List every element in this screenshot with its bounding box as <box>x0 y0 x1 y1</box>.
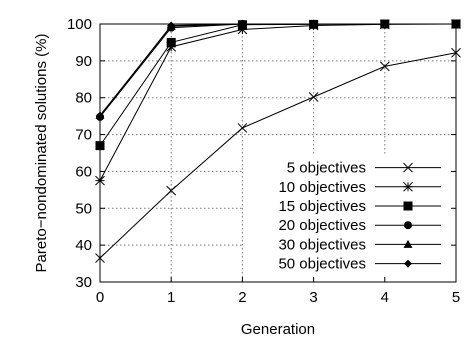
y-tick-label: 60 <box>75 163 92 180</box>
axes: 0 1 2 3 4 5 30 40 50 60 70 80 90 100 <box>67 16 460 306</box>
x-axis-title: Generation <box>241 321 315 338</box>
y-tick-label: 30 <box>75 274 92 291</box>
series-6 <box>96 20 460 121</box>
data-point <box>95 175 105 186</box>
series-5 <box>95 19 461 119</box>
series-4 <box>96 20 460 121</box>
legend-marker <box>403 239 413 248</box>
y-tick-label: 40 <box>75 237 92 254</box>
legend-label: 10 objectives <box>278 179 366 196</box>
data-point <box>167 21 176 30</box>
x-tick-label: 1 <box>167 289 175 306</box>
legend-item: 50 objectives <box>278 256 441 273</box>
legend-item: 15 objectives <box>278 198 441 215</box>
legend-marker <box>404 259 412 268</box>
legend: 5 objectives 10 objectives 15 objectives 20… <box>278 160 441 273</box>
series <box>95 19 461 263</box>
legend-marker <box>403 181 413 192</box>
series-line <box>99 23 456 116</box>
legend-label: 15 objectives <box>278 198 366 215</box>
data-point <box>237 24 248 35</box>
data-point <box>308 92 319 102</box>
series-2 <box>95 19 461 186</box>
series-line <box>99 23 456 118</box>
data-point <box>380 20 389 28</box>
series-3 <box>95 19 461 151</box>
data-point <box>166 37 176 47</box>
legend-label: 5 objectives <box>287 160 366 177</box>
y-axis-title: Pareto−nondominated solutions (%) <box>33 34 50 273</box>
x-tick-label: 0 <box>96 289 104 306</box>
data-point <box>96 112 104 121</box>
series-line <box>99 23 456 117</box>
legend-label: 20 objectives <box>278 217 366 234</box>
y-tick-label: 80 <box>75 90 92 107</box>
data-point <box>379 61 390 72</box>
data-point <box>238 20 247 28</box>
data-point <box>95 253 105 263</box>
legend-item: 10 objectives <box>278 179 441 196</box>
data-point <box>452 20 460 28</box>
x-tick-label: 4 <box>381 289 389 306</box>
grid <box>100 24 456 282</box>
data-point <box>451 47 461 58</box>
legend-item: 20 objectives <box>278 217 441 234</box>
legend-label: 50 objectives <box>278 256 366 273</box>
legend-marker <box>404 221 412 230</box>
legend-marker <box>403 162 413 173</box>
y-tick-label: 100 <box>67 16 92 33</box>
data-point <box>309 20 318 28</box>
legend-item: 5 objectives <box>287 160 441 177</box>
y-tick-label: 50 <box>75 200 92 217</box>
y-tick-label: 90 <box>75 53 92 70</box>
series-line <box>99 23 456 146</box>
data-point <box>237 123 248 133</box>
legend-item: 30 objectives <box>278 236 441 253</box>
data-point <box>95 141 105 151</box>
y-tick-label: 70 <box>75 127 92 144</box>
data-point <box>166 185 177 196</box>
x-tick-label: 5 <box>452 289 460 306</box>
legend-label: 30 objectives <box>278 236 366 253</box>
legend-marker <box>403 201 413 211</box>
x-tick-label: 2 <box>238 289 246 306</box>
series-1 <box>95 47 461 263</box>
x-tick-label: 3 <box>309 289 317 306</box>
series-line <box>99 52 457 259</box>
